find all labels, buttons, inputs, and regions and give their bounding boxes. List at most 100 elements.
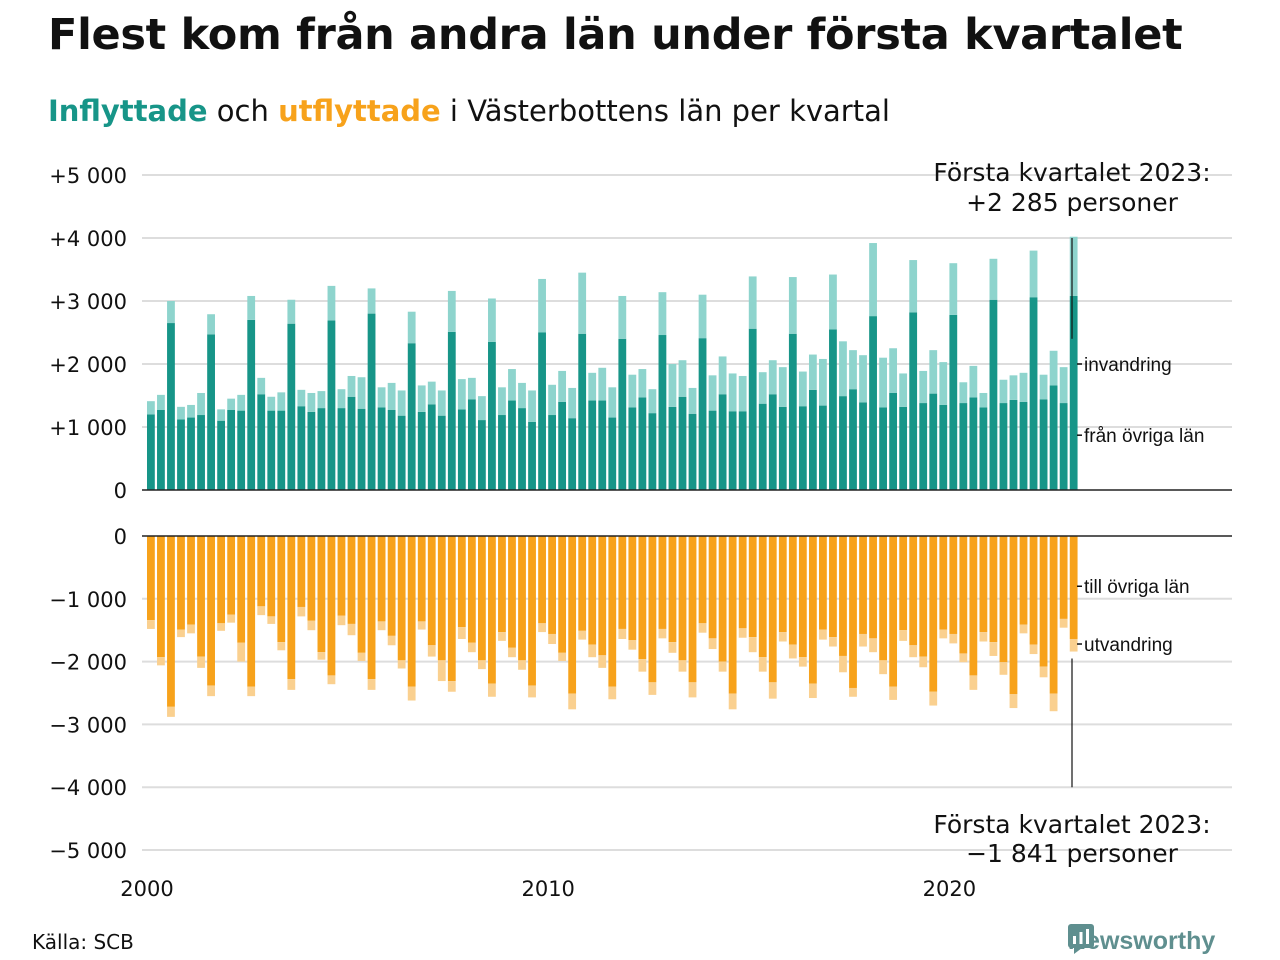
bar-out-other-county	[1049, 536, 1058, 694]
bar-in-other-county	[407, 343, 416, 490]
bar-out-other-county	[889, 536, 898, 687]
bar-in-immigration	[327, 285, 336, 321]
legend-label: från övriga län	[1084, 426, 1204, 447]
bar-out-other-county	[668, 536, 677, 643]
bar-in-immigration	[788, 277, 797, 334]
bar-out-emigration	[387, 635, 396, 646]
bar-out-other-county	[849, 536, 857, 688]
bar-in-other-county	[718, 394, 727, 490]
bar-in-other-county	[277, 410, 286, 490]
bar-in-immigration	[608, 387, 617, 418]
bar-in-immigration	[969, 365, 978, 398]
bar-out-other-county	[247, 536, 256, 687]
bar-in-other-county	[778, 406, 787, 490]
bar-out-emigration	[1039, 666, 1048, 678]
bar-in-other-county	[819, 405, 827, 490]
bar-out-emigration	[989, 642, 998, 656]
bar-in-other-county	[959, 403, 968, 490]
bar-out-other-county	[167, 536, 175, 707]
bar-in-other-county	[678, 396, 687, 490]
bar-out-emigration	[287, 679, 296, 690]
bar-out-emigration	[728, 693, 737, 710]
bar-out-emigration	[187, 624, 195, 634]
bar-out-other-county	[969, 536, 978, 676]
bar-out-emigration	[1069, 638, 1078, 652]
bar-out-other-county	[297, 536, 306, 607]
bar-in-immigration	[648, 389, 657, 414]
bar-out-other-county	[1069, 536, 1078, 639]
bar-in-immigration	[187, 404, 195, 418]
y-tick-label-bottom: −3 000	[49, 713, 127, 737]
bar-in-immigration	[518, 382, 526, 409]
bar-in-other-county	[839, 396, 847, 490]
bar-in-immigration	[277, 392, 286, 411]
bar-in-immigration	[147, 401, 155, 415]
bar-in-immigration	[1059, 367, 1068, 404]
bar-out-emigration	[257, 606, 266, 616]
bar-out-other-county	[548, 536, 556, 634]
bar-in-other-county	[187, 417, 195, 490]
bar-in-other-county	[257, 394, 266, 490]
bar-out-emigration	[397, 660, 406, 669]
bar-out-other-county	[227, 536, 236, 615]
bar-out-other-county	[277, 536, 286, 643]
bar-out-other-county	[207, 536, 215, 686]
bar-out-other-county	[678, 536, 687, 661]
bar-out-emigration	[588, 644, 597, 658]
bar-out-emigration	[548, 633, 556, 645]
bar-in-immigration	[768, 360, 777, 395]
bar-in-immigration	[1069, 236, 1078, 296]
bar-out-other-county	[688, 536, 697, 683]
bar-in-other-county	[548, 415, 556, 490]
bar-in-immigration	[598, 367, 607, 401]
bar-in-other-county	[437, 415, 446, 490]
bar-out-emigration	[608, 686, 617, 700]
bar-in-immigration	[889, 348, 898, 393]
bar-in-other-county	[698, 338, 707, 490]
bar-in-other-county	[618, 338, 627, 490]
bar-in-immigration	[447, 290, 456, 332]
bar-in-immigration	[1009, 375, 1018, 400]
bar-out-emigration	[899, 630, 908, 641]
bar-out-emigration	[849, 687, 857, 697]
y-tick-label-top: +2 000	[49, 353, 127, 377]
bar-in-other-county	[588, 400, 597, 490]
bar-in-other-county	[327, 320, 336, 490]
bar-out-other-county	[819, 536, 827, 630]
bar-in-immigration	[427, 381, 436, 405]
bar-out-other-county	[1059, 536, 1068, 619]
bar-out-emigration	[367, 679, 376, 690]
bar-out-emigration	[277, 642, 286, 651]
bar-out-other-county	[758, 536, 767, 658]
bar-out-emigration	[477, 660, 486, 670]
bar-out-other-county	[237, 536, 246, 643]
bar-out-emigration	[508, 647, 516, 658]
bar-in-other-county	[688, 413, 697, 490]
y-tick-label-top: 0	[114, 479, 127, 503]
bar-in-immigration	[999, 379, 1008, 404]
bar-in-other-county	[247, 319, 256, 490]
bar-in-immigration	[568, 387, 577, 419]
bar-out-other-county	[427, 536, 436, 646]
bar-in-other-county	[237, 410, 246, 490]
bar-in-other-county	[1009, 399, 1018, 490]
bar-in-other-county	[477, 420, 486, 490]
y-tick-label-bottom: 0	[114, 525, 127, 549]
bar-in-immigration	[668, 364, 677, 407]
bar-in-immigration	[1049, 350, 1058, 386]
bar-out-emigration	[177, 629, 185, 638]
bar-in-immigration	[538, 278, 546, 333]
annotation-top-line1: Första kvartalet 2023:	[933, 158, 1210, 187]
bar-out-other-county	[508, 536, 516, 648]
y-tick-label-bottom: −2 000	[49, 651, 127, 675]
bar-out-other-county	[177, 536, 185, 630]
bar-in-other-county	[357, 408, 366, 490]
bar-in-other-county	[628, 407, 637, 490]
bar-out-other-county	[869, 536, 877, 639]
bar-out-other-county	[839, 536, 847, 656]
bar-in-other-county	[337, 408, 346, 490]
bar-in-other-county	[768, 394, 777, 490]
bar-in-immigration	[257, 377, 266, 395]
bar-in-immigration	[808, 354, 817, 390]
bar-out-emigration	[668, 642, 677, 653]
